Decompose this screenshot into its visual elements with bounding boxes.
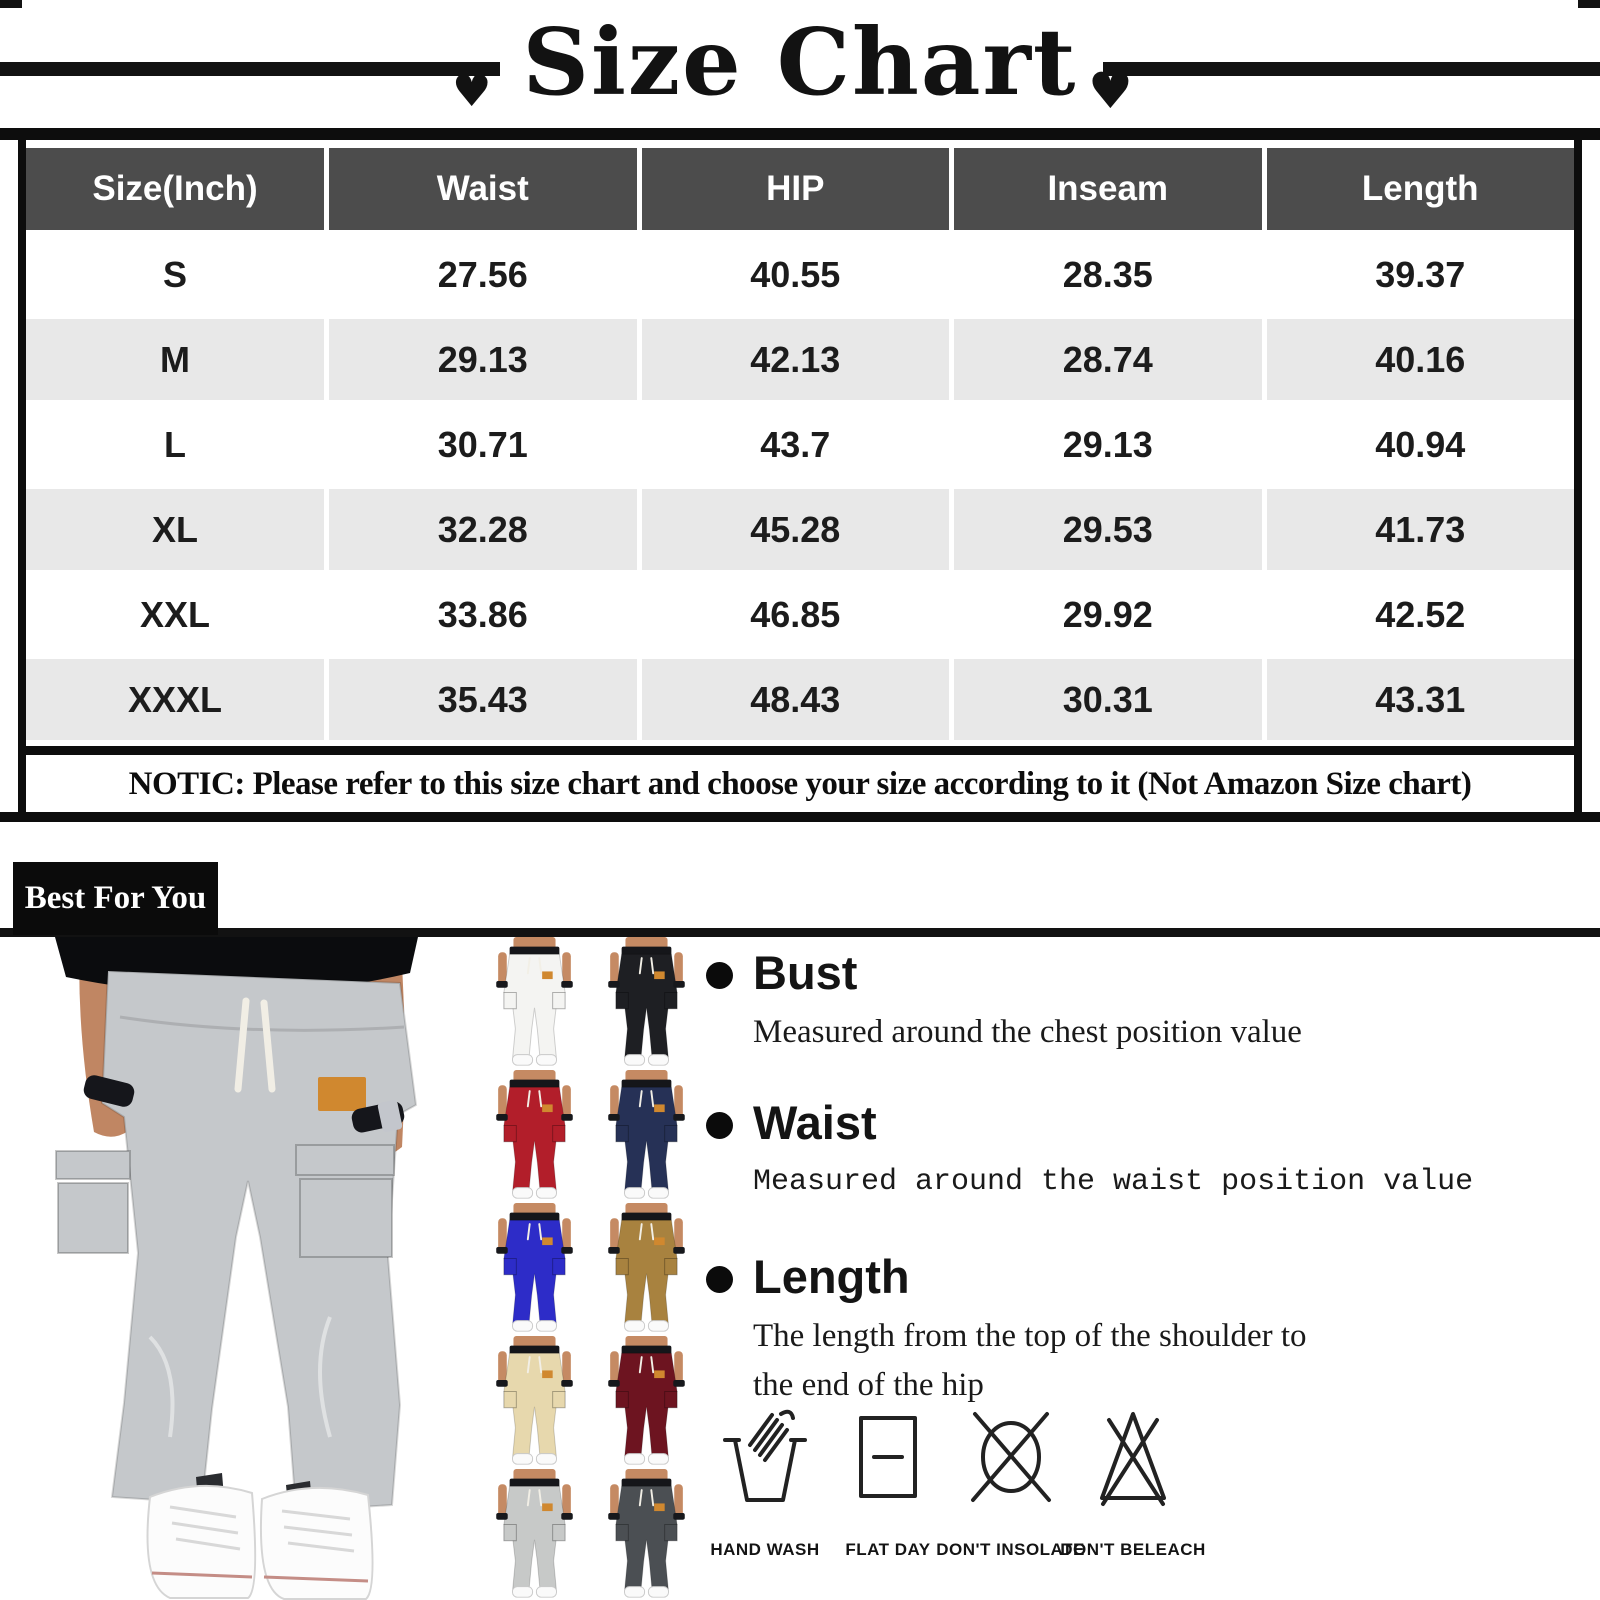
swatch-red	[479, 1070, 590, 1202]
size-label: L	[164, 423, 186, 465]
dont-beleach-icon	[1100, 1412, 1166, 1506]
top-right-tick	[1578, 0, 1600, 8]
column-header-inseam: Inseam	[954, 148, 1262, 230]
table-cell: 29.13	[329, 319, 637, 400]
care-label: DON'T BELEACH	[1060, 1540, 1206, 1559]
table-cell: 32.28	[329, 489, 637, 570]
model-pocket-left	[57, 1182, 129, 1254]
model-watch-left	[83, 1075, 135, 1107]
table-cell: 40.16	[1266, 319, 1574, 400]
table-cell: 29.92	[1062, 593, 1153, 635]
color-variant-grid	[479, 937, 702, 1600]
size-label: XL	[26, 489, 324, 570]
column-header-waist: Waist	[329, 148, 637, 230]
table-cell: 40.55	[750, 253, 841, 295]
measure-description: Measured around the waist position value	[753, 1165, 1474, 1199]
care-item: FLAT DAY	[818, 1404, 958, 1560]
measure-label: Length	[753, 1250, 910, 1303]
table-cell: 35.43	[329, 659, 637, 740]
dont-insolate-icon	[970, 1412, 1051, 1502]
model-pocket-right-flap	[295, 1144, 395, 1176]
table-cell: 33.86	[437, 593, 528, 635]
table-cell: 42.13	[641, 319, 949, 400]
swatch-khaki	[591, 1203, 702, 1335]
table-border-bottom	[0, 812, 1600, 822]
bullet-icon	[706, 962, 733, 989]
size-label: XXL	[139, 593, 210, 635]
notice-divider	[26, 746, 1574, 755]
care-label: HAND WASH	[710, 1540, 820, 1559]
swatch-white	[479, 937, 590, 1069]
care-label: FLAT DAY	[845, 1540, 931, 1559]
model-patch	[318, 1077, 366, 1111]
bullet-icon	[706, 1112, 733, 1139]
flat-day-icon	[859, 1416, 917, 1498]
table-cell: 41.73	[1266, 489, 1574, 570]
measure-item-waist: Waist Measured around the waist position…	[706, 1096, 1473, 1207]
table-cell: 40.94	[1375, 423, 1466, 465]
size-label: XXXL	[26, 659, 324, 740]
measure-label: Waist	[753, 1096, 877, 1149]
model-photo	[0, 937, 470, 1600]
swatch-maroon	[591, 1336, 702, 1468]
measure-label: Bust	[753, 946, 858, 999]
model-shoe-right	[259, 1486, 374, 1600]
table-cell: 27.56	[437, 253, 528, 295]
table-border-top	[0, 128, 1600, 140]
heart-icon: ♥	[1088, 62, 1133, 120]
table-border-left	[18, 128, 26, 822]
size-table: Size(Inch) Waist HIP Inseam Length S 27.…	[26, 148, 1574, 740]
section-divider	[0, 928, 1600, 937]
swatch-navy	[591, 1070, 702, 1202]
measure-item-bust: Bust Measured around the chest position …	[706, 946, 1302, 1057]
table-cell: 30.71	[437, 423, 528, 465]
table-cell: 45.28	[641, 489, 949, 570]
model-drawstring	[234, 997, 276, 1093]
bullet-icon	[706, 1266, 733, 1293]
table-cell: 43.7	[760, 423, 831, 465]
table-cell: 43.31	[1266, 659, 1574, 740]
heart-icon: ♥	[452, 66, 492, 117]
care-label: DON'T INSOLATE	[936, 1540, 1085, 1559]
table-cell: 28.74	[954, 319, 1262, 400]
page-title: Size Chart	[522, 8, 1078, 116]
column-header-size: Size(Inch)	[26, 148, 324, 230]
table-cell: 29.53	[954, 489, 1262, 570]
table-border-right	[1574, 128, 1582, 822]
model-pocket-right	[299, 1178, 393, 1258]
title-rule-left	[0, 62, 500, 76]
swatch-light-gray	[479, 1469, 590, 1600]
size-chart-notice: NOTIC: Please refer to this size chart a…	[128, 765, 1472, 802]
column-header-hip: HIP	[641, 148, 949, 230]
best-for-you-banner: Best For You	[13, 862, 218, 935]
table-cell: 29.13	[1062, 423, 1153, 465]
top-left-tick	[0, 0, 22, 8]
table-cell: 39.37	[1375, 253, 1466, 295]
title-rule-right	[1103, 62, 1600, 76]
size-label: S	[162, 253, 187, 295]
swatch-royal-blue	[479, 1203, 590, 1335]
column-header-length: Length	[1266, 148, 1574, 230]
table-cell: 28.35	[1062, 253, 1153, 295]
care-item: HAND WASH	[690, 1404, 840, 1560]
hand-wash-icon	[723, 1409, 807, 1502]
measure-description: The length from the top of the shoulder …	[753, 1318, 1307, 1403]
table-cell: 46.85	[750, 593, 841, 635]
care-item: DON'T BELEACH	[1058, 1404, 1208, 1560]
swatch-beige	[479, 1336, 590, 1468]
measure-item-length: Length The length from the top of the sh…	[706, 1250, 1353, 1410]
table-cell: 30.31	[954, 659, 1262, 740]
model-pocket-left-flap	[55, 1150, 131, 1180]
size-label: M	[26, 319, 324, 400]
swatch-black	[591, 937, 702, 1069]
swatch-dark-gray	[591, 1469, 702, 1600]
measure-description: Measured around the chest position value	[753, 1014, 1302, 1050]
care-item: DON'T INSOLATE	[928, 1404, 1093, 1560]
table-cell: 48.43	[641, 659, 949, 740]
table-cell: 42.52	[1375, 593, 1466, 635]
